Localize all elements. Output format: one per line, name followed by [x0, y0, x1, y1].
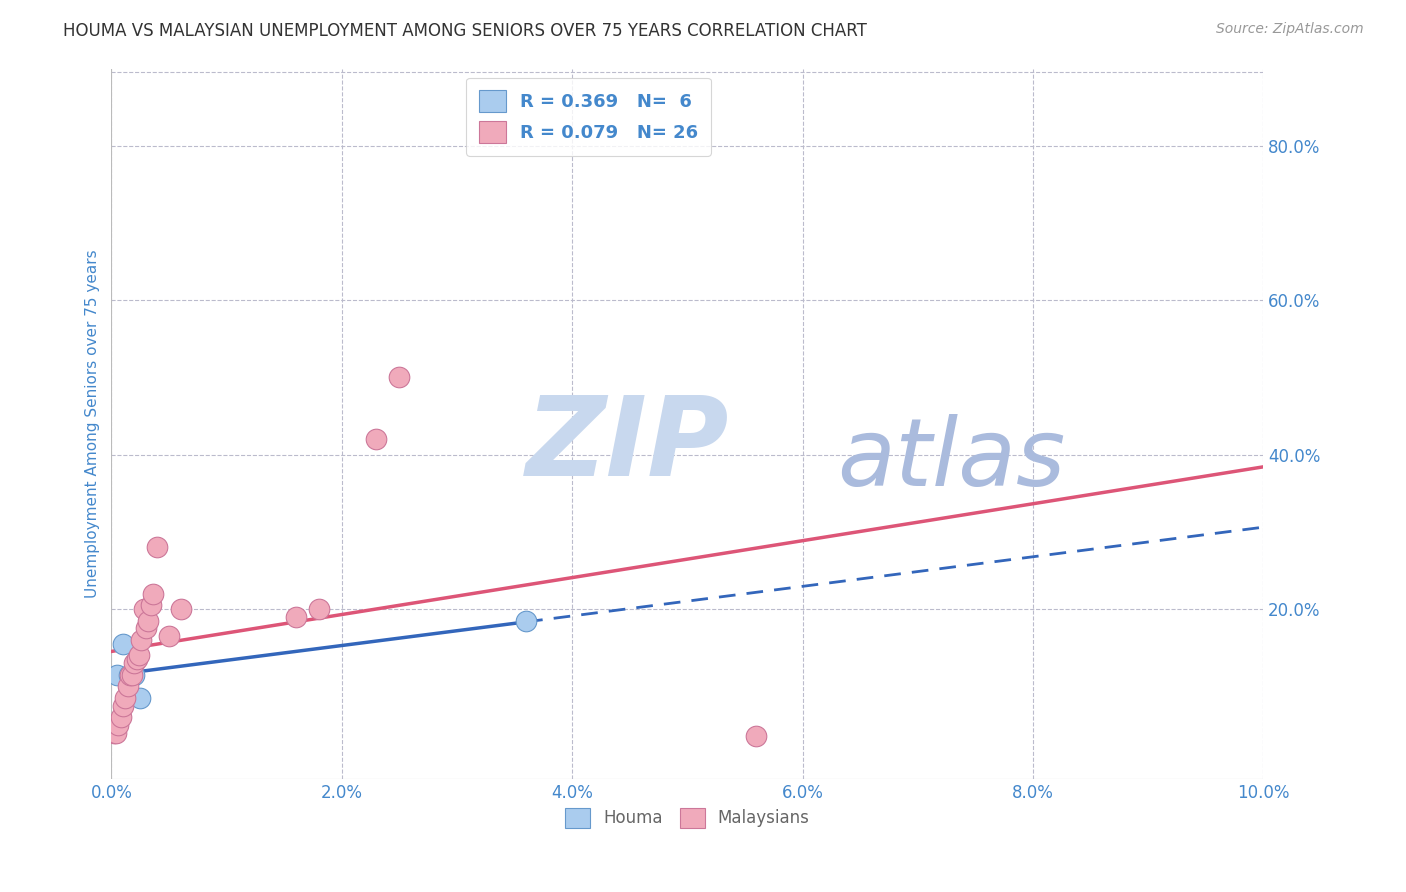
Point [132, 602, 155, 616]
Point [169, 602, 191, 616]
Legend: Houma, Malaysians: Houma, Malaysians [558, 801, 817, 835]
Y-axis label: Unemployment Among Seniors over 75 years: Unemployment Among Seniors over 75 years [86, 250, 100, 598]
Point [125, 652, 148, 666]
Point [117, 679, 139, 693]
Point [388, 370, 411, 384]
Point [111, 637, 134, 651]
Point [284, 609, 307, 624]
Point [136, 614, 159, 628]
Point [118, 667, 141, 681]
Point [129, 690, 152, 705]
Point [124, 656, 146, 670]
Point [128, 648, 150, 663]
Point [103, 725, 125, 739]
Point [107, 718, 129, 732]
Text: Source: ZipAtlas.com: Source: ZipAtlas.com [1216, 22, 1364, 37]
Point [308, 602, 330, 616]
Point [118, 667, 141, 681]
Point [745, 730, 768, 744]
Point [142, 586, 165, 600]
Text: HOUMA VS MALAYSIAN UNEMPLOYMENT AMONG SENIORS OVER 75 YEARS CORRELATION CHART: HOUMA VS MALAYSIAN UNEMPLOYMENT AMONG SE… [63, 22, 868, 40]
Point [131, 632, 153, 647]
Point [366, 432, 388, 446]
Point [515, 614, 537, 628]
Point [111, 698, 134, 713]
Text: atlas: atlas [837, 414, 1066, 505]
Point [121, 667, 143, 681]
Point [114, 690, 136, 705]
Point [105, 725, 128, 739]
Point [146, 541, 169, 555]
Point [105, 667, 128, 681]
Text: ZIP: ZIP [526, 392, 730, 499]
Point [139, 598, 162, 612]
Point [110, 710, 132, 724]
Point [135, 621, 157, 635]
Point [124, 667, 146, 681]
Point [157, 629, 180, 643]
